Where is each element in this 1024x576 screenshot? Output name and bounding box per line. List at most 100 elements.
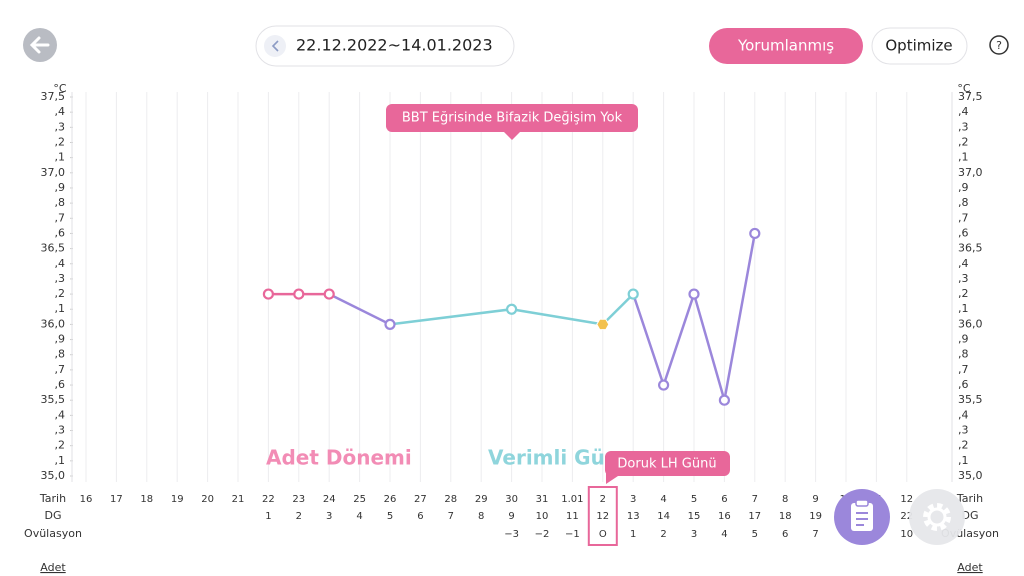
date-label: 18 — [140, 494, 153, 505]
cycle-day: 1 — [265, 511, 271, 522]
date-label: 23 — [292, 494, 305, 505]
date-label: 20 — [201, 494, 214, 505]
y-tick-label-right: ,2 — [958, 439, 969, 452]
cycle-day: 10 — [536, 511, 549, 522]
y-tick-label: ,6 — [55, 226, 66, 239]
ovulation-day: 10 — [900, 529, 913, 540]
row-label-right: Tarih — [956, 492, 983, 505]
period-label: Adet Dönemi — [266, 446, 412, 470]
date-label: 3 — [630, 494, 636, 505]
date-label: 4 — [660, 494, 666, 505]
cycle-day: 15 — [688, 511, 701, 522]
help-button[interactable]: ? — [989, 35, 1009, 55]
y-tick-label: ,1 — [55, 454, 66, 467]
date-label: 19 — [171, 494, 184, 505]
date-label: 26 — [384, 494, 397, 505]
y-tick-label: ,2 — [55, 439, 66, 452]
cycle-day: 11 — [566, 511, 579, 522]
date-label: 16 — [80, 494, 93, 505]
y-tick-label: 35,5 — [41, 393, 66, 406]
date-label: 30 — [505, 494, 518, 505]
y-tick-label-right: ,3 — [958, 120, 969, 133]
cycle-day: 13 — [627, 511, 640, 522]
ovulation-day: 6 — [782, 529, 788, 540]
date-label: 29 — [475, 494, 488, 505]
point — [262, 288, 274, 300]
y-tick-label-right: 36,0 — [958, 317, 983, 330]
row-label: Ovülasyon — [24, 527, 82, 540]
y-tick-label: ,4 — [55, 257, 66, 270]
row-label: Tarih — [39, 492, 66, 505]
ovulation-day: 7 — [812, 529, 818, 540]
settings-button[interactable] — [909, 489, 965, 545]
y-unit: °C — [957, 82, 971, 95]
interpreted-button[interactable]: Yorumlanmış — [709, 28, 863, 64]
lh-point — [596, 318, 610, 331]
line-segment — [388, 307, 513, 326]
y-tick-label-right: ,8 — [958, 348, 969, 361]
y-tick-label: ,3 — [55, 120, 66, 133]
date-label: 28 — [444, 494, 457, 505]
date-range: 22.12.2022~14.01.2023 — [296, 36, 493, 55]
y-tick-label-right: ,4 — [958, 408, 969, 421]
date-label: 12 — [900, 494, 913, 505]
cycle-day: 2 — [296, 511, 302, 522]
optimize-button[interactable]: Optimize — [871, 27, 968, 65]
y-tick-label: ,9 — [55, 181, 66, 194]
cycle-day: 4 — [356, 511, 362, 522]
y-tick-label: 35,0 — [41, 469, 66, 482]
y-unit: °C — [53, 82, 67, 95]
ovulation-day: 1 — [630, 529, 636, 540]
line-segment — [327, 292, 392, 326]
y-tick-label-right: 35,5 — [958, 393, 983, 406]
ovulation-day: O — [599, 529, 607, 540]
line-segment — [692, 292, 726, 402]
back-button[interactable] — [23, 28, 57, 62]
cycle-day: 6 — [417, 511, 423, 522]
y-tick-label-right: ,6 — [958, 226, 969, 239]
date-label: 5 — [691, 494, 697, 505]
ovulation-day: 3 — [691, 529, 697, 540]
y-tick-label-right: ,3 — [958, 272, 969, 285]
y-tick-label-right: ,1 — [958, 302, 969, 315]
date-label: 9 — [812, 494, 818, 505]
row-label: DG — [45, 509, 62, 522]
line-segment — [662, 292, 696, 387]
ovulation-day: −2 — [535, 529, 550, 540]
help-icon: ? — [996, 39, 1002, 52]
date-range-picker[interactable]: 22.12.2022~14.01.2023 — [255, 25, 515, 67]
fertile-label: Verimli Gün — [488, 446, 619, 470]
y-tick-label: ,2 — [55, 287, 66, 300]
point — [749, 227, 761, 240]
row-label-right: Adet — [957, 561, 983, 574]
cycle-day: 16 — [718, 511, 731, 522]
y-tick-label-right: ,2 — [958, 135, 969, 148]
y-tick-label: 36,5 — [41, 242, 66, 255]
date-label: 17 — [110, 494, 123, 505]
point — [384, 318, 396, 330]
y-tick-label-right: ,9 — [958, 181, 969, 194]
y-tick-label-right: 35,0 — [958, 469, 983, 482]
y-tick-label: ,2 — [55, 135, 66, 148]
ovulation-day: −3 — [504, 529, 519, 540]
row-label-right: DG — [962, 509, 979, 522]
y-tick-label-right: ,1 — [958, 454, 969, 467]
y-tick-label-right: ,1 — [958, 151, 969, 164]
point — [323, 288, 335, 300]
y-tick-label-right: ,6 — [958, 378, 969, 391]
y-tick-label: 36,0 — [41, 317, 66, 330]
notes-button[interactable] — [834, 489, 890, 545]
point — [688, 288, 700, 300]
y-tick-label-right: ,3 — [958, 424, 969, 437]
callout-text: Doruk LH Günü — [617, 457, 716, 472]
y-tick-label: ,3 — [55, 272, 66, 285]
date-label: 8 — [782, 494, 788, 505]
y-tick-label: ,7 — [55, 211, 66, 224]
cycle-day: 7 — [448, 511, 454, 522]
ovulation-day: 5 — [752, 529, 758, 540]
date-label: 7 — [752, 494, 758, 505]
callout-text: BBT Eğrisinde Bifazik Değişim Yok — [402, 111, 623, 126]
y-tick-label-right: ,9 — [958, 333, 969, 346]
y-tick-label: ,1 — [55, 151, 66, 164]
